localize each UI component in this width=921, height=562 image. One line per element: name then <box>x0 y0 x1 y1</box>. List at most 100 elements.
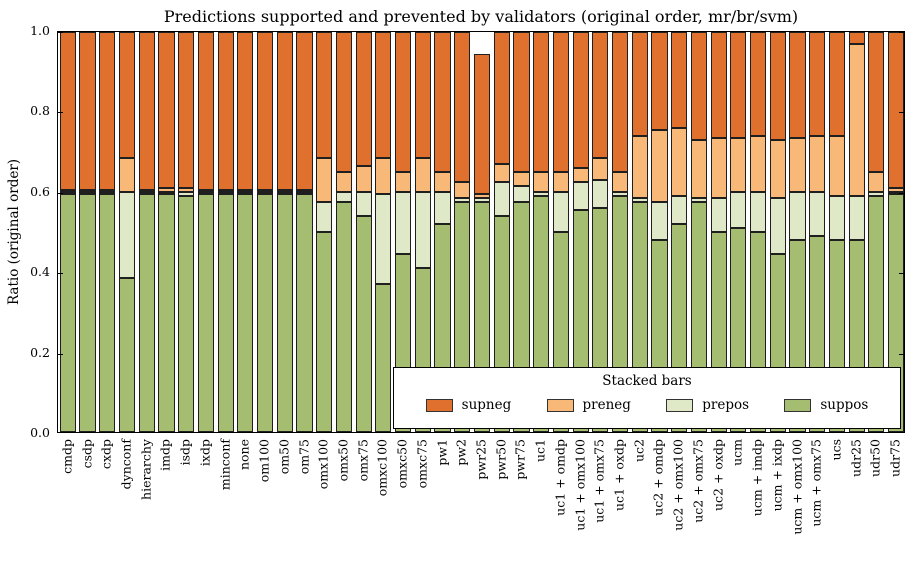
segment-preneg <box>237 190 254 192</box>
segment-prepos <box>375 194 392 284</box>
bar-cmdp <box>59 32 76 432</box>
segment-prepos <box>592 180 609 208</box>
y-tick-mark <box>899 192 904 194</box>
y-tick-label: 0.0 <box>30 425 50 440</box>
segment-suppos <box>217 194 234 432</box>
segment-supneg <box>59 32 76 190</box>
y-tick-label: 0.2 <box>30 344 50 360</box>
legend: Stacked bars supneg preneg prepos suppos <box>393 367 901 429</box>
segment-suppos <box>99 194 116 432</box>
segment-preneg <box>197 190 214 192</box>
segment-suppos <box>158 194 175 432</box>
segment-preneg <box>769 140 786 198</box>
segment-supneg <box>138 32 155 190</box>
segment-prepos <box>138 192 155 194</box>
x-tick-label: om100 <box>256 439 272 483</box>
segment-supneg <box>611 32 629 172</box>
legend-row: supneg preneg prepos suppos <box>394 389 900 413</box>
x-tick-label: ucm + ixdp <box>769 439 785 512</box>
y-tick-mark <box>899 353 904 355</box>
y-tick-mark <box>899 32 904 33</box>
segment-supneg <box>118 32 136 158</box>
y-tick-mark <box>899 273 904 275</box>
x-tick-label: dynconf <box>118 439 134 490</box>
x-tick-label: pwr25 <box>473 439 489 480</box>
x-tick-label: udr50 <box>867 439 883 477</box>
x-tick-label: uc1 <box>532 439 548 463</box>
segment-preneg <box>888 188 905 192</box>
segment-preneg <box>750 136 767 192</box>
segment-prepos <box>79 192 96 194</box>
segment-preneg <box>552 172 569 192</box>
segment-supneg <box>217 32 234 190</box>
x-tick-label: omx100 <box>315 439 331 490</box>
segment-prepos <box>316 202 333 232</box>
segment-supneg <box>868 32 885 172</box>
segment-suppos <box>296 194 313 432</box>
segment-preneg <box>710 138 727 198</box>
x-tick-label: isdp <box>177 439 193 466</box>
segment-supneg <box>493 32 510 164</box>
segment-preneg <box>671 128 688 196</box>
segment-preneg <box>138 190 155 192</box>
segment-prepos <box>828 196 846 240</box>
segment-supneg <box>730 32 747 138</box>
segment-preneg <box>730 138 747 192</box>
segment-prepos <box>158 192 175 194</box>
bar-cxdp <box>99 32 116 432</box>
y-tick-label: 0.8 <box>30 103 50 119</box>
segment-suppos <box>355 216 372 432</box>
segment-supneg <box>335 32 353 172</box>
segment-supneg <box>888 32 905 188</box>
x-tick-label: uc2 + oxdp <box>710 439 726 512</box>
segment-prepos <box>118 192 136 278</box>
segment-prepos <box>809 192 826 236</box>
segment-prepos <box>868 192 885 196</box>
x-tick-label: uc1 + omx75 <box>591 439 607 523</box>
x-tick-label: ucm + imdp <box>749 439 765 517</box>
legend-swatch-suppos <box>784 398 812 412</box>
x-tick-label: omxc50 <box>394 439 410 489</box>
segment-preneg <box>848 44 865 196</box>
bar-omxc100 <box>375 32 392 432</box>
x-tick-label: uc2 <box>631 439 647 463</box>
segment-suppos <box>178 196 195 432</box>
segment-prepos <box>631 198 648 202</box>
bar-om100 <box>256 32 274 432</box>
segment-preneg <box>868 172 885 192</box>
y-axis-label: Ratio (original order) <box>6 158 22 306</box>
x-tick-label: hierarchy <box>138 439 154 500</box>
segment-supneg <box>256 32 274 190</box>
segment-preneg <box>296 190 313 192</box>
segment-prepos <box>750 192 767 232</box>
segment-supneg <box>434 32 451 172</box>
segment-prepos <box>572 182 589 210</box>
segment-preneg <box>395 172 412 192</box>
y-tick-label: 0.4 <box>30 264 50 280</box>
segment-prepos <box>710 198 727 232</box>
segment-preneg <box>434 172 451 192</box>
segment-supneg <box>513 32 530 172</box>
segment-suppos <box>237 194 254 432</box>
chart-title: Predictions supported and prevented by v… <box>163 7 799 26</box>
segment-preneg <box>592 158 609 180</box>
segment-supneg <box>395 32 412 172</box>
segment-prepos <box>671 196 688 224</box>
segment-preneg <box>59 190 76 192</box>
x-tick-label: uc2 + omx100 <box>670 439 686 531</box>
bar-hierarchy <box>138 32 155 432</box>
segment-prepos <box>730 192 747 228</box>
x-tick-label: omxc75 <box>414 439 430 489</box>
x-tick-label: udr75 <box>887 439 903 477</box>
bar-om75 <box>296 32 313 432</box>
segment-prepos <box>335 192 353 202</box>
y-tick-mark <box>58 192 63 194</box>
segment-supneg <box>79 32 96 190</box>
segment-suppos <box>197 194 214 432</box>
bar-dynconf <box>118 32 136 432</box>
segment-prepos <box>848 196 865 240</box>
segment-supneg <box>178 32 195 188</box>
x-tick-label: omxc100 <box>374 439 390 497</box>
segment-supneg <box>237 32 254 190</box>
